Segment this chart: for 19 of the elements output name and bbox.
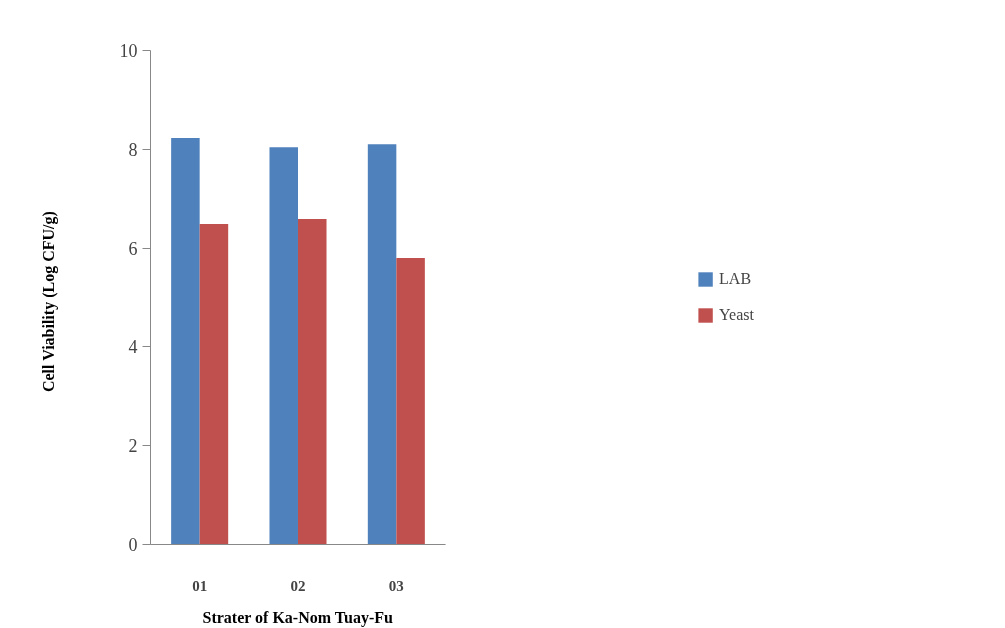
y-tick-label: 0 — [128, 535, 138, 555]
x-axis-title: Strater of Ka-Nom Tuay-Fu — [202, 608, 393, 627]
y-axis-title: Cell Viability (Log CFU/g) — [39, 211, 58, 393]
bar — [171, 137, 200, 545]
bar — [396, 257, 425, 545]
y-tick-label: 6 — [128, 238, 138, 259]
x-tick-label: 01 — [192, 577, 208, 594]
legend-label: LAB — [719, 270, 752, 288]
bar — [367, 144, 397, 545]
bar — [269, 147, 298, 545]
y-tick-label: 4 — [128, 337, 138, 358]
bar — [298, 218, 327, 545]
x-tick-label: 02 — [290, 577, 306, 594]
y-tick-label: 10 — [119, 41, 138, 61]
legend-label: Yeast — [719, 306, 754, 324]
y-tick-label: 2 — [128, 436, 138, 457]
x-tick-label: 03 — [388, 577, 404, 594]
y-tick-label: 8 — [128, 139, 138, 160]
bar — [199, 223, 229, 545]
